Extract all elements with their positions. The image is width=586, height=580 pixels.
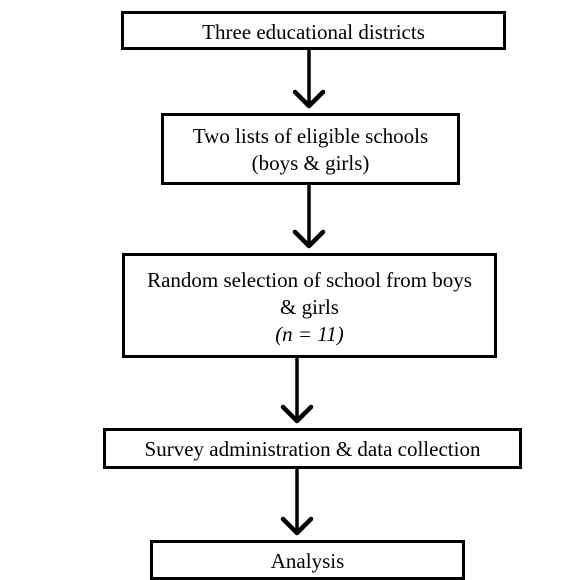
sample-size-note: (n = 11) (275, 322, 344, 346)
arrow-3 (280, 356, 314, 424)
step-text: Two lists of eligible schools (192, 124, 429, 148)
step-text: Random selection of school from boys (147, 268, 472, 292)
arrow-4 (280, 467, 314, 536)
step-box-districts: Three educational districts (121, 11, 506, 50)
arrow-1 (292, 48, 326, 109)
step-box-survey: Survey administration & data collection (103, 428, 522, 469)
step-box-school-lists: Two lists of eligible schools (boys & gi… (161, 113, 460, 185)
step-text: (boys & girls) (251, 151, 370, 175)
step-text: Three educational districts (202, 20, 425, 44)
step-box-random-selection: Random selection of school from boys & g… (122, 253, 497, 358)
step-text: Analysis (270, 549, 345, 573)
step-box-analysis: Analysis (150, 540, 465, 580)
step-text: Survey administration & data collection (144, 437, 481, 461)
step-text: & girls (280, 295, 339, 319)
arrow-2 (292, 183, 326, 249)
